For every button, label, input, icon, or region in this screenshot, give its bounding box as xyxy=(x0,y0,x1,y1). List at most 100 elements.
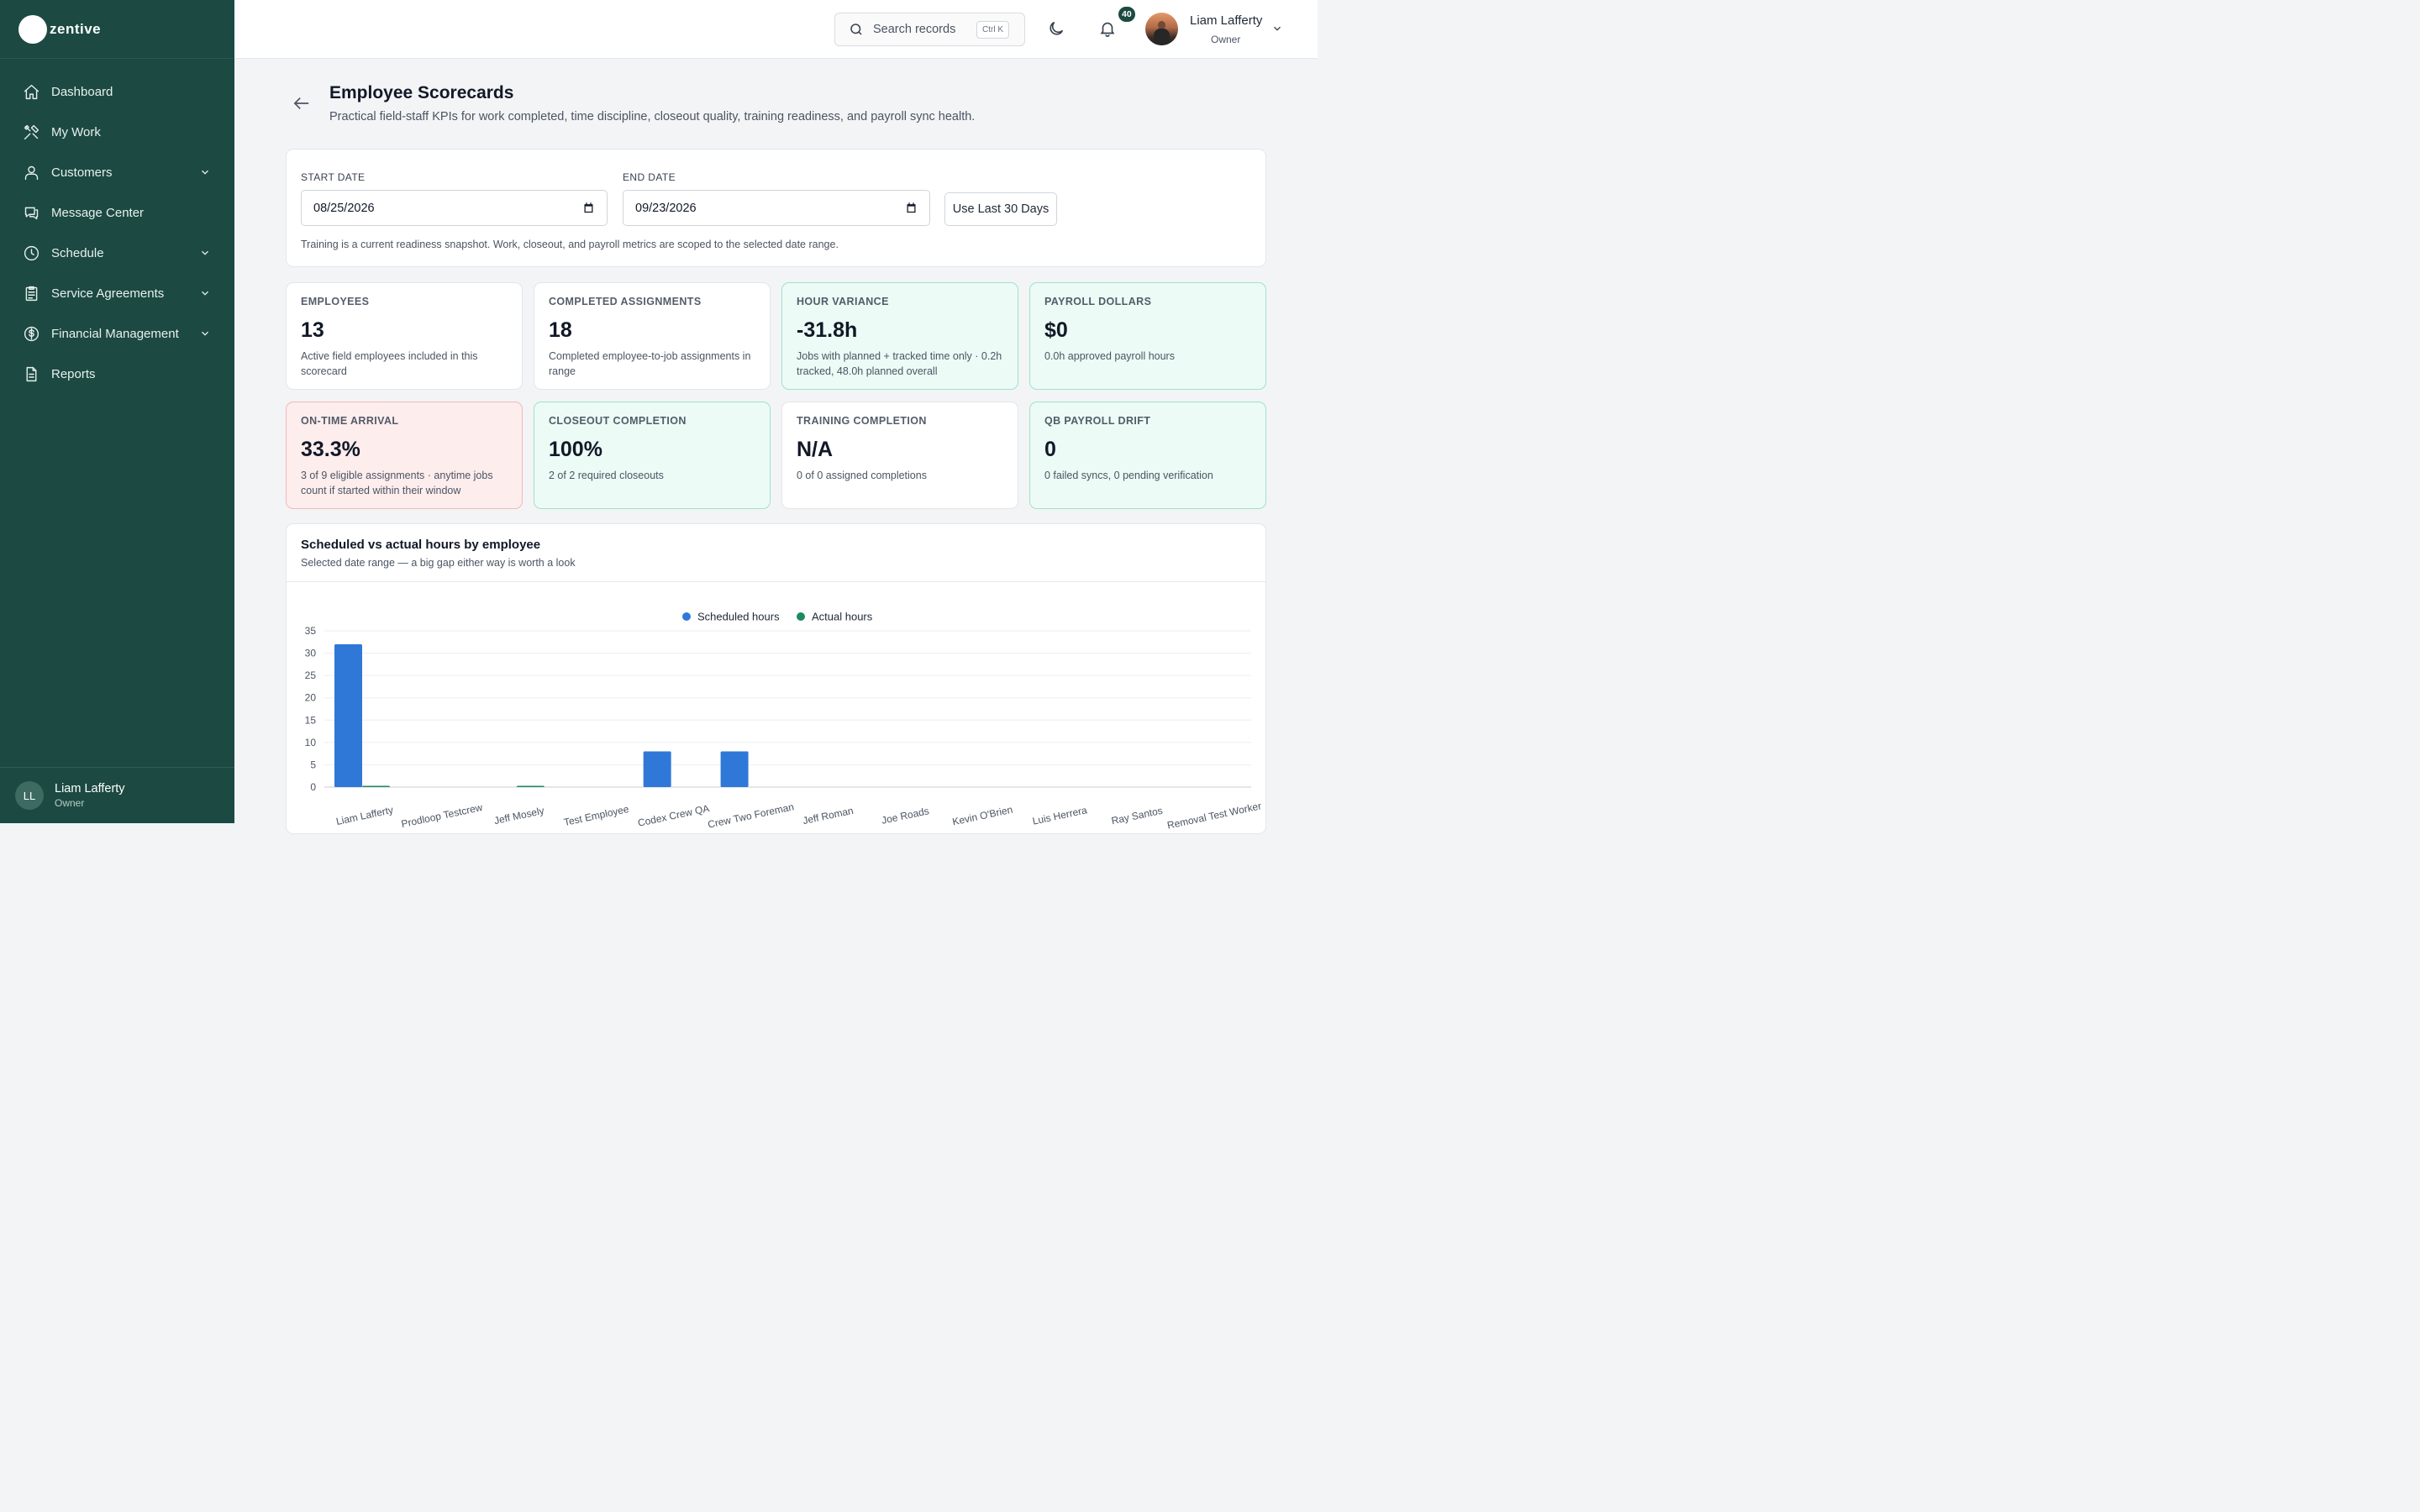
moon-icon xyxy=(1050,21,1064,35)
clock-icon xyxy=(22,244,40,262)
legend-label: Actual hours xyxy=(812,611,873,623)
theme-toggle-button[interactable] xyxy=(1046,18,1066,39)
sidebar-item-financial-management[interactable]: Financial Management xyxy=(0,313,234,354)
y-tick-label: 10 xyxy=(305,737,317,748)
notification-badge: 40 xyxy=(1117,5,1137,24)
sidebar-item-label: Schedule xyxy=(51,245,104,260)
kpi-description: 2 of 2 required closeouts xyxy=(549,470,664,481)
sidebar-user[interactable]: LL Liam Lafferty Owner xyxy=(0,767,234,823)
bar-scheduled xyxy=(334,643,362,787)
start-date-value: 08/25/2026 xyxy=(313,201,375,215)
sidebar-item-customers[interactable]: Customers xyxy=(0,152,234,192)
kpi-description: 0 of 0 assigned completions xyxy=(797,470,927,481)
kpi-card-payroll-dollars: PAYROLL DOLLARS $0 0.0h approved payroll h… xyxy=(1029,282,1266,390)
kpi-card-employees: EMPLOYEES 13 Active field employees includ… xyxy=(286,282,523,390)
chevron-down-icon[interactable] xyxy=(1271,23,1283,34)
kpi-description: 0.0h approved payroll hours xyxy=(1044,350,1175,362)
calendar-icon[interactable] xyxy=(582,202,595,214)
chart-subtitle: Selected date range — a big gap either w… xyxy=(301,557,576,569)
sidebar-user-name: Liam Lafferty xyxy=(55,782,125,795)
legend-marker xyxy=(682,612,691,621)
x-tick-label: Liam Lafferty xyxy=(335,804,395,827)
search-input[interactable]: Search records Ctrl K xyxy=(834,13,1025,46)
x-tick-label: Removal Test Worker xyxy=(1166,800,1263,831)
kpi-card-qb-payroll-drift: QB PAYROLL DRIFT 0 0 failed syncs, 0 pendi… xyxy=(1029,402,1266,509)
x-tick-label: Crew Two Foreman xyxy=(707,801,795,830)
bell-icon xyxy=(1100,22,1115,37)
sidebar-item-label: Service Agreements xyxy=(51,286,165,301)
kpi-card-completed-assignments: COMPLETED ASSIGNMENTS 18 Completed employe… xyxy=(534,282,771,390)
kpi-card-closeout-completion: CLOSEOUT COMPLETION 100% 2 of 2 required c… xyxy=(534,402,771,509)
home-icon xyxy=(22,82,40,101)
x-tick-label: Jeff Mosely xyxy=(493,805,545,827)
kpi-label: TRAINING COMPLETION xyxy=(797,415,927,427)
x-tick-label: Codex Crew QA xyxy=(637,802,711,829)
end-date-label: END DATE xyxy=(623,171,676,183)
sidebar-user-role: Owner xyxy=(55,797,85,809)
chevron-down-icon[interactable] xyxy=(199,247,211,259)
brand-name: zentive xyxy=(50,20,102,37)
x-tick-label: Ray Santos xyxy=(1110,805,1164,827)
y-tick-label: 25 xyxy=(305,669,317,681)
page-subtitle: Practical field-staff KPIs for work comp… xyxy=(329,110,976,123)
sidebar: zentive Dashboard My Work Customers Message… xyxy=(0,0,234,823)
kpi-value: -31.8h xyxy=(797,318,858,342)
brand-logo xyxy=(18,14,47,44)
notifications-button[interactable] xyxy=(1097,18,1118,39)
sidebar-nav: Dashboard My Work Customers Message Center S… xyxy=(0,59,234,394)
chevron-down-icon[interactable] xyxy=(199,166,211,178)
x-tick-label: Prodloop Testcrew xyxy=(400,801,484,830)
legend-label: Scheduled hours xyxy=(697,611,780,623)
kpi-value: 33.3% xyxy=(301,438,360,461)
sidebar-item-my-work[interactable]: My Work xyxy=(0,112,234,152)
sidebar-item-reports[interactable]: Reports xyxy=(0,354,234,394)
sidebar-item-label: Dashboard xyxy=(51,84,113,99)
start-date-label: START DATE xyxy=(301,171,366,183)
chevron-down-icon[interactable] xyxy=(199,287,211,299)
end-date-input[interactable]: 09/23/2026 xyxy=(623,190,930,226)
header-user-name[interactable]: Liam Lafferty xyxy=(1190,13,1263,28)
page-title: Employee Scorecards xyxy=(329,83,514,102)
kpi-label: CLOSEOUT COMPLETION xyxy=(549,415,687,427)
kpi-label: QB PAYROLL DRIFT xyxy=(1044,415,1151,427)
kpi-label: COMPLETED ASSIGNMENTS xyxy=(549,296,702,307)
y-tick-label: 30 xyxy=(305,648,317,659)
kpi-label: HOUR VARIANCE xyxy=(797,296,889,307)
y-tick-label: 5 xyxy=(310,759,316,770)
hours-bar-chart: 0 5 10 15 20 25 30 35 Scheduled hours Actual hour… xyxy=(305,611,1263,832)
calendar-icon[interactable] xyxy=(905,202,918,214)
x-tick-label: Test Employee xyxy=(563,803,630,828)
bar-scheduled xyxy=(720,751,749,787)
header-user-role: Owner xyxy=(1211,34,1241,45)
kpi-description: Completed employee-to-job assignments in… xyxy=(549,350,751,377)
bar-scheduled xyxy=(643,751,671,787)
use-last-30-days-button[interactable]: Use Last 30 Days xyxy=(944,192,1057,226)
chart-divider xyxy=(287,581,1265,582)
chat-icon xyxy=(22,203,40,222)
kpi-value: $0 xyxy=(1044,318,1068,342)
users-icon xyxy=(22,163,40,181)
chevron-down-icon[interactable] xyxy=(199,328,211,339)
sidebar-item-schedule[interactable]: Schedule xyxy=(0,233,234,273)
kpi-value: 18 xyxy=(549,318,572,342)
y-tick-label: 20 xyxy=(305,692,317,704)
kpi-value: 100% xyxy=(549,438,602,461)
back-arrow-icon[interactable] xyxy=(292,95,311,112)
sidebar-item-label: My Work xyxy=(51,124,101,139)
kpi-card-on-time-arrival: ON-TIME ARRIVAL 33.3% 3 of 9 eligible assi… xyxy=(286,402,523,509)
hours-chart-card: Scheduled vs actual hours by employee Se… xyxy=(286,523,1266,834)
sidebar-item-dashboard[interactable]: Dashboard xyxy=(0,71,234,112)
search-shortcut: Ctrl K xyxy=(976,20,1009,39)
sidebar-item-message-center[interactable]: Message Center xyxy=(0,192,234,233)
kpi-description: 0 failed syncs, 0 pending verification xyxy=(1044,470,1213,481)
bar-actual xyxy=(516,785,544,787)
start-date-input[interactable]: 08/25/2026 xyxy=(301,190,608,226)
user-avatar[interactable] xyxy=(1145,13,1178,45)
x-tick-label: Joe Roads xyxy=(881,805,930,827)
sidebar-item-label: Reports xyxy=(51,366,96,381)
kpi-label: PAYROLL DOLLARS xyxy=(1044,296,1152,307)
sidebar-item-service-agreements[interactable]: Service Agreements xyxy=(0,273,234,313)
tools-icon xyxy=(22,123,40,141)
kpi-value: 0 xyxy=(1044,438,1056,461)
brand[interactable]: zentive xyxy=(0,0,234,59)
